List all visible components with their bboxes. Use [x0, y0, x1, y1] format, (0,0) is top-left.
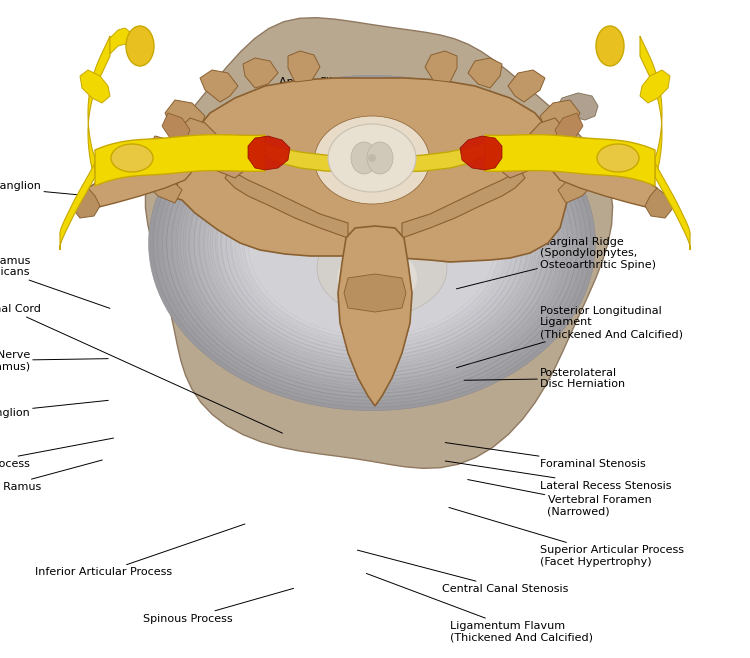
Ellipse shape	[367, 142, 393, 174]
Ellipse shape	[199, 113, 545, 373]
Ellipse shape	[171, 93, 573, 393]
Text: Anulus Fibrosus: Anulus Fibrosus	[279, 77, 366, 155]
Ellipse shape	[185, 103, 559, 384]
Text: Spinous Process: Spinous Process	[142, 588, 293, 624]
Polygon shape	[500, 138, 545, 178]
Polygon shape	[338, 226, 412, 406]
Text: Central Canal Stenosis: Central Canal Stenosis	[358, 550, 568, 594]
Polygon shape	[270, 90, 490, 124]
Polygon shape	[95, 135, 265, 186]
Polygon shape	[225, 170, 348, 238]
Ellipse shape	[181, 99, 563, 387]
Polygon shape	[288, 51, 320, 82]
Polygon shape	[555, 93, 598, 120]
Polygon shape	[402, 170, 525, 238]
Polygon shape	[148, 136, 182, 178]
Polygon shape	[60, 163, 95, 250]
Polygon shape	[558, 138, 592, 180]
Ellipse shape	[111, 144, 153, 172]
Ellipse shape	[162, 86, 582, 401]
Polygon shape	[200, 70, 238, 102]
Ellipse shape	[158, 82, 586, 404]
Text: Nucleus Pulposus: Nucleus Pulposus	[370, 139, 550, 216]
Text: Transverse Process: Transverse Process	[0, 438, 113, 469]
Polygon shape	[72, 188, 100, 218]
Text: Dorsal Ramus: Dorsal Ramus	[0, 460, 102, 492]
Ellipse shape	[240, 144, 504, 342]
Polygon shape	[243, 58, 278, 88]
Text: Superior Articular Process
(Facet Hypertrophy): Superior Articular Process (Facet Hypert…	[449, 507, 684, 567]
Ellipse shape	[166, 89, 578, 397]
Text: Spinal Nerve
(Ventral Ramus): Spinal Nerve (Ventral Ramus)	[0, 350, 108, 371]
Polygon shape	[640, 36, 662, 178]
Ellipse shape	[153, 79, 591, 407]
Text: Marginal Ridge
(Spondylophytes,
Osteoarthritic Spine): Marginal Ridge (Spondylophytes, Osteoart…	[457, 237, 656, 289]
Ellipse shape	[314, 116, 430, 204]
Ellipse shape	[231, 137, 513, 349]
Ellipse shape	[337, 248, 417, 308]
Text: Posterolateral
Disc Herniation: Posterolateral Disc Herniation	[464, 368, 626, 389]
Ellipse shape	[244, 147, 500, 339]
Ellipse shape	[236, 140, 509, 345]
Polygon shape	[550, 158, 660, 208]
Polygon shape	[175, 78, 568, 262]
Polygon shape	[344, 274, 406, 312]
Ellipse shape	[226, 134, 518, 353]
Text: Sympathetic Ganglion: Sympathetic Ganglion	[0, 180, 117, 199]
Polygon shape	[655, 163, 690, 250]
Text: Posterior Longitudinal
Ligament
(Thickened And Calcified): Posterior Longitudinal Ligament (Thicken…	[457, 306, 683, 368]
Polygon shape	[540, 100, 580, 138]
Polygon shape	[645, 188, 673, 218]
Ellipse shape	[368, 154, 376, 162]
Text: Gray Ramus
Communicans: Gray Ramus Communicans	[0, 256, 110, 309]
Polygon shape	[110, 28, 135, 56]
Text: Spinal Cord: Spinal Cord	[0, 304, 283, 433]
Polygon shape	[490, 113, 525, 198]
Ellipse shape	[194, 110, 550, 376]
Polygon shape	[248, 136, 290, 170]
Text: Lateral Recess Stenosis: Lateral Recess Stenosis	[446, 461, 671, 491]
Ellipse shape	[190, 106, 554, 380]
Ellipse shape	[148, 76, 596, 411]
Text: Inferior Articular Process: Inferior Articular Process	[35, 524, 245, 578]
Polygon shape	[485, 135, 655, 186]
Polygon shape	[85, 158, 195, 208]
Polygon shape	[558, 176, 592, 203]
Polygon shape	[146, 18, 613, 468]
Polygon shape	[425, 51, 457, 82]
Text: Spinal Ganglion: Spinal Ganglion	[0, 400, 108, 418]
Polygon shape	[468, 58, 502, 88]
Ellipse shape	[203, 116, 541, 370]
Ellipse shape	[126, 26, 154, 66]
Ellipse shape	[350, 149, 394, 177]
Ellipse shape	[596, 26, 624, 66]
Ellipse shape	[221, 130, 523, 356]
Ellipse shape	[208, 120, 536, 367]
Polygon shape	[508, 70, 545, 102]
Polygon shape	[265, 143, 485, 173]
Ellipse shape	[317, 220, 447, 315]
Text: Vertebral Foramen
(Narrowed): Vertebral Foramen (Narrowed)	[468, 480, 651, 516]
Polygon shape	[555, 113, 583, 143]
Text: Ligamentum Flavum
(Thickened And Calcified): Ligamentum Flavum (Thickened And Calcifi…	[366, 573, 593, 642]
Ellipse shape	[597, 144, 639, 172]
Polygon shape	[460, 136, 502, 170]
Polygon shape	[165, 100, 205, 138]
Polygon shape	[80, 70, 110, 103]
Polygon shape	[88, 36, 110, 178]
Polygon shape	[640, 70, 670, 103]
Polygon shape	[182, 118, 228, 168]
Ellipse shape	[217, 127, 527, 359]
Ellipse shape	[351, 142, 377, 174]
Ellipse shape	[328, 124, 416, 192]
Ellipse shape	[212, 123, 532, 363]
Polygon shape	[518, 118, 562, 168]
Polygon shape	[200, 138, 245, 178]
Polygon shape	[162, 113, 190, 143]
Polygon shape	[148, 176, 182, 203]
Polygon shape	[220, 113, 255, 198]
Ellipse shape	[176, 96, 568, 390]
Text: Foraminal Stenosis: Foraminal Stenosis	[446, 443, 646, 469]
